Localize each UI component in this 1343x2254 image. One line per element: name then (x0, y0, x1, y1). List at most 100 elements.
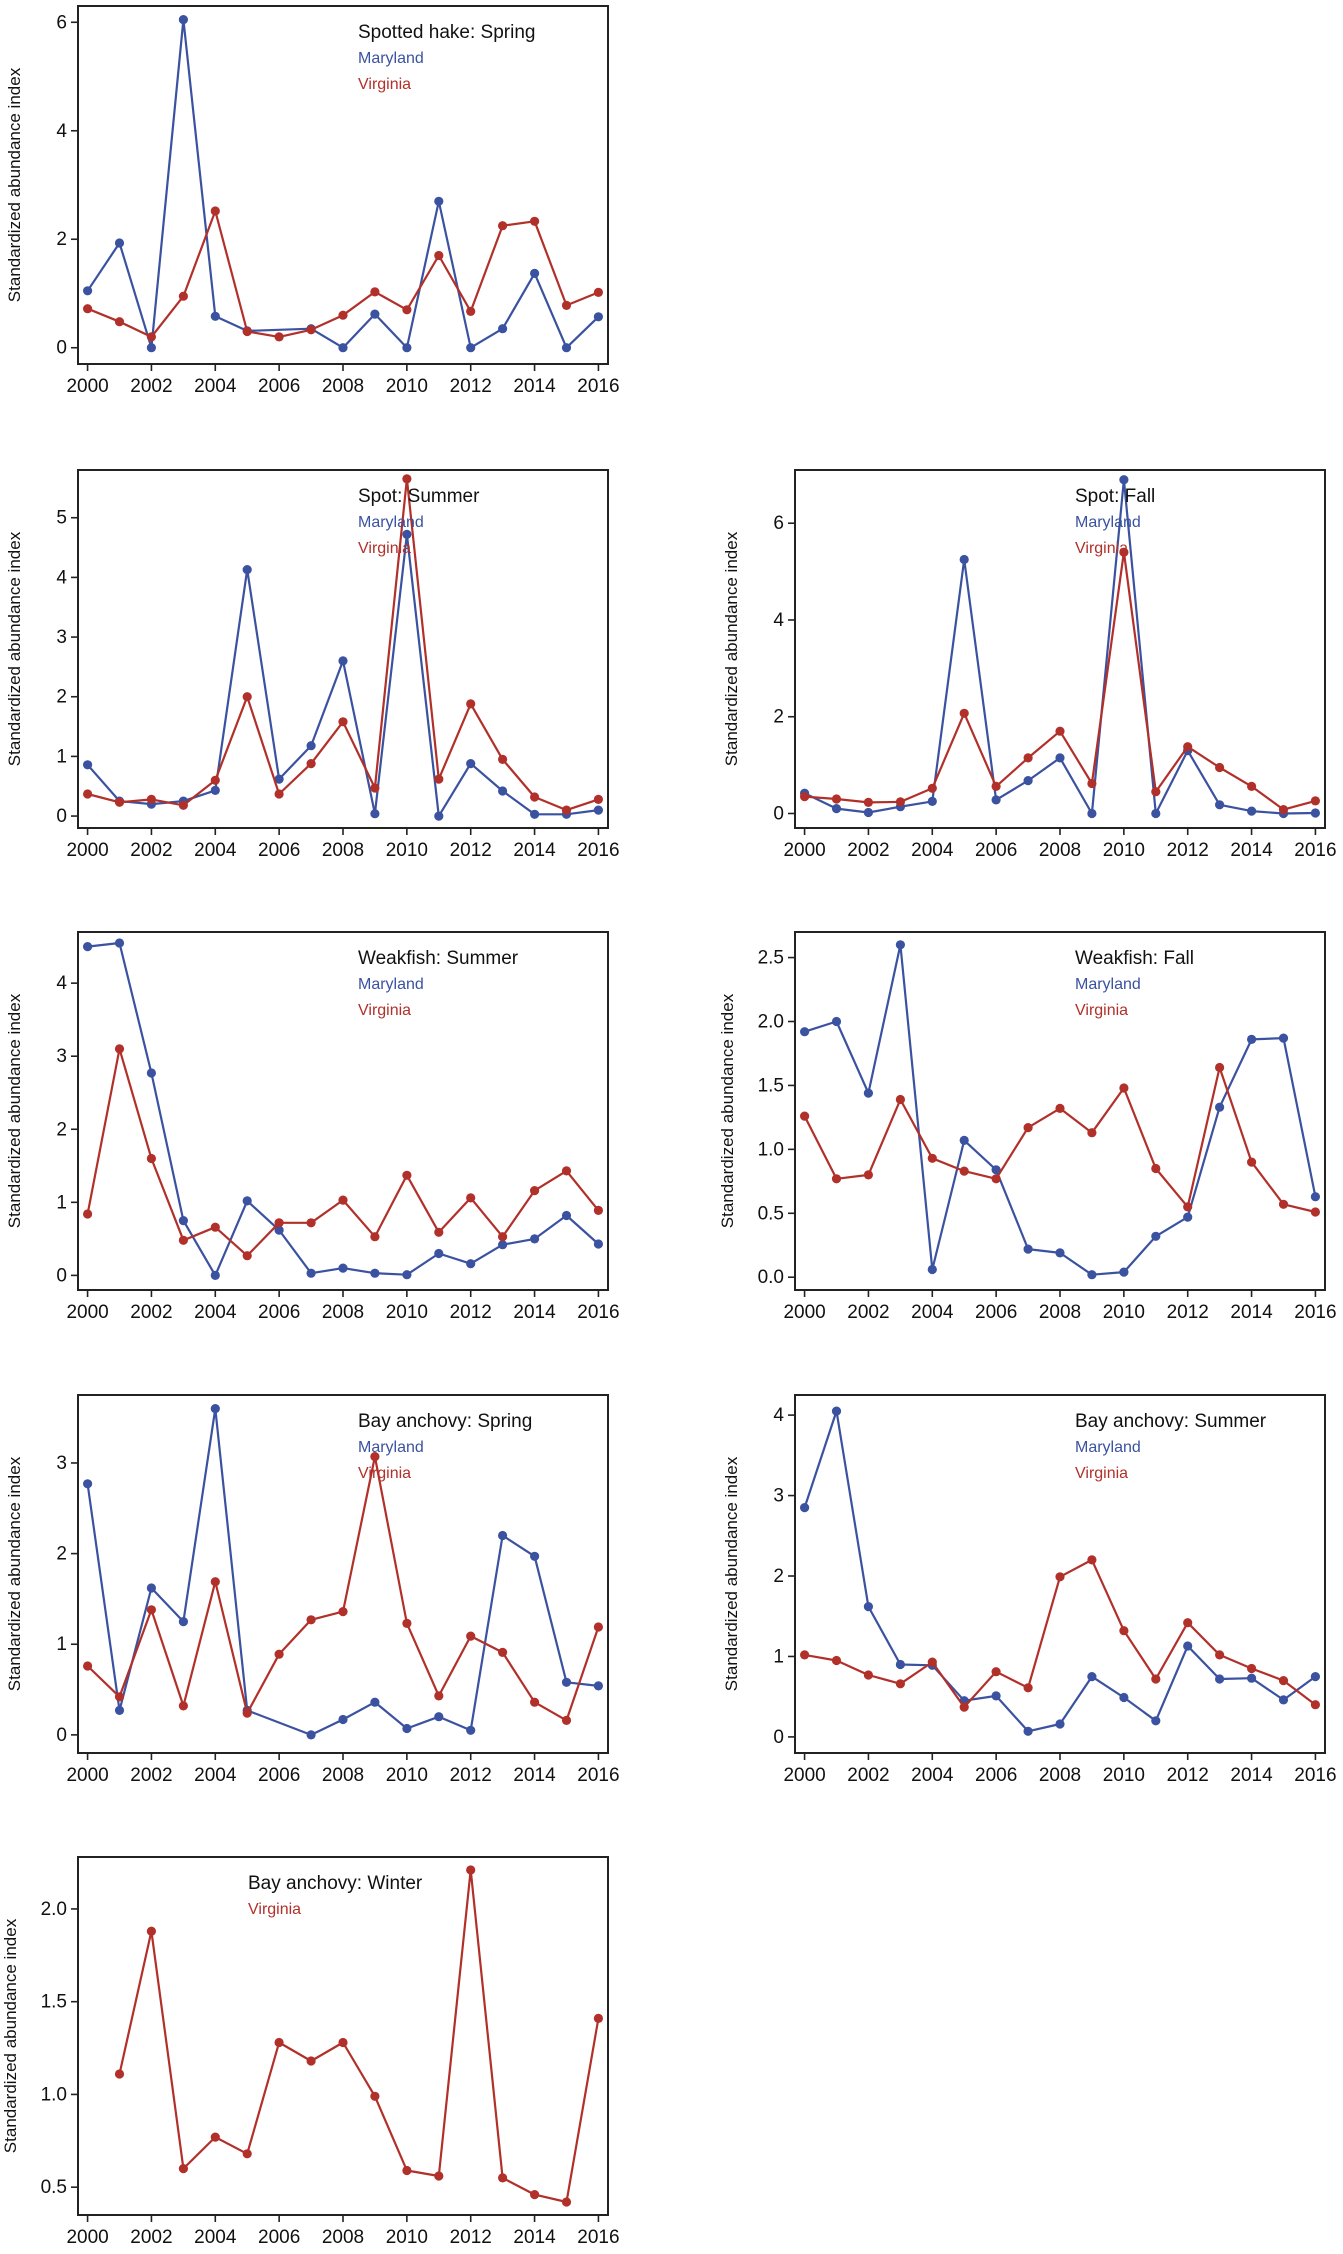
data-point-virginia (959, 1702, 969, 1712)
y-tick-label: 1.5 (758, 1075, 784, 1096)
x-tick-label: 2012 (1167, 1765, 1209, 1786)
x-tick-label: 2002 (130, 1302, 172, 1323)
x-tick-label: 2014 (1230, 840, 1273, 861)
x-tick-label: 2004 (911, 840, 954, 861)
data-point-maryland (831, 804, 842, 814)
data-point-maryland (466, 343, 476, 353)
x-tick-label: 2008 (322, 840, 364, 861)
y-tick-label: 0 (56, 1265, 67, 1286)
series-line-virginia (87, 477, 599, 812)
y-tick-label: 0 (773, 803, 784, 824)
data-point-virginia (402, 1170, 412, 1180)
data-point-virginia (338, 310, 348, 320)
x-tick-label: 2006 (258, 1765, 300, 1786)
data-point-maryland (498, 324, 508, 334)
y-tick-label: 2 (56, 1544, 67, 1565)
x-tick-label: 2004 (911, 1302, 954, 1323)
chart-title: Spot: Summer (358, 486, 480, 507)
data-point-maryland (83, 942, 93, 952)
data-point-virginia (370, 2091, 380, 2101)
data-point-virginia (83, 1209, 93, 1219)
data-point-virginia (863, 1170, 874, 1180)
x-tick-label: 2010 (386, 1765, 428, 1786)
data-point-virginia (593, 287, 604, 297)
x-tick-label: 2002 (130, 376, 172, 397)
y-tick-label: 0.0 (758, 1267, 784, 1288)
data-point-maryland (1310, 1192, 1320, 1202)
data-point-virginia (242, 1251, 252, 1261)
data-point-maryland (146, 1583, 156, 1593)
data-point-maryland (1278, 1033, 1289, 1043)
y-tick-label: 1 (56, 746, 67, 767)
data-point-maryland (402, 529, 412, 540)
y-tick-label: 4 (56, 973, 67, 994)
plot-frame (77, 1394, 609, 1754)
x-tick-label: 2012 (450, 1765, 492, 1786)
x-tick-label: 2008 (1039, 1765, 1081, 1786)
data-point-maryland (370, 309, 380, 319)
data-point-virginia (242, 326, 252, 337)
legend-entry-virginia: Virginia (358, 540, 411, 557)
data-point-virginia (402, 1618, 412, 1628)
data-point-virginia (146, 1153, 156, 1164)
data-point-virginia (561, 2197, 572, 2207)
data-point-virginia (895, 1679, 906, 1689)
x-tick-label: 2006 (258, 2227, 300, 2248)
data-point-maryland (1087, 1672, 1097, 1682)
x-tick-label: 2002 (847, 1765, 889, 1786)
data-point-maryland (274, 774, 284, 784)
data-point-maryland (146, 1068, 156, 1078)
data-point-virginia (306, 2056, 316, 2066)
data-point-virginia (370, 1452, 380, 1462)
data-point-virginia (242, 2149, 252, 2159)
data-point-virginia (593, 2013, 604, 2023)
data-point-maryland (434, 1712, 444, 1722)
data-point-maryland (498, 1240, 508, 1250)
x-tick-label: 2016 (577, 1302, 619, 1323)
data-point-virginia (863, 1670, 874, 1680)
chart-title: Bay anchovy: Summer (1075, 1411, 1267, 1432)
data-point-virginia (1151, 1674, 1161, 1684)
data-point-virginia (1055, 1572, 1065, 1582)
data-point-virginia (1087, 1128, 1097, 1138)
data-point-virginia (1278, 1199, 1289, 1209)
data-point-virginia (466, 1865, 476, 1875)
x-tick-label: 2016 (577, 1765, 619, 1786)
data-point-virginia (434, 774, 444, 784)
data-point-virginia (831, 794, 842, 804)
x-tick-label: 2002 (130, 1765, 172, 1786)
data-point-virginia (274, 789, 284, 799)
data-point-maryland (114, 238, 125, 248)
chart-panel: 2000 2002 2004 2006 2008 2010 2012 2014 2016 0 1 2 3… (5, 469, 620, 861)
data-point-virginia (1183, 742, 1193, 752)
data-point-virginia (274, 1649, 284, 1659)
data-point-virginia (959, 1166, 969, 1176)
data-point-virginia (146, 1605, 156, 1615)
chart-panel: 2000 2002 2004 2006 2008 2010 2012 2014 2016 0.0 0… (718, 931, 1337, 1323)
data-point-maryland (210, 1404, 220, 1414)
series-line-maryland (803, 1409, 1317, 1733)
data-point-maryland (1278, 1695, 1289, 1705)
y-axis-label: Standardized abundance index (718, 993, 737, 1228)
data-point-virginia (530, 1186, 540, 1196)
data-point-maryland (1215, 1674, 1225, 1684)
y-tick-label: 1.5 (41, 1992, 67, 2013)
data-point-virginia (274, 1218, 284, 1228)
x-tick-label: 2002 (847, 1302, 889, 1323)
data-point-maryland (593, 312, 604, 322)
data-point-virginia (434, 1691, 444, 1701)
chart-title: Bay anchovy: Winter (248, 1873, 423, 1894)
y-axis-label: Standardized abundance index (722, 1456, 741, 1691)
y-axis-label: Standardized abundance index (5, 67, 24, 302)
data-point-virginia (114, 317, 125, 327)
data-point-virginia (402, 305, 412, 315)
y-tick-label: 4 (773, 610, 784, 631)
data-point-virginia (210, 2132, 220, 2142)
legend-entry-virginia: Virginia (248, 1901, 301, 1918)
data-point-virginia (927, 783, 937, 793)
x-tick-label: 2012 (1167, 1302, 1209, 1323)
y-tick-label: 2 (773, 1566, 784, 1587)
data-point-maryland (959, 1135, 969, 1145)
data-point-maryland (402, 1723, 412, 1734)
x-tick-label: 2014 (1230, 1765, 1273, 1786)
